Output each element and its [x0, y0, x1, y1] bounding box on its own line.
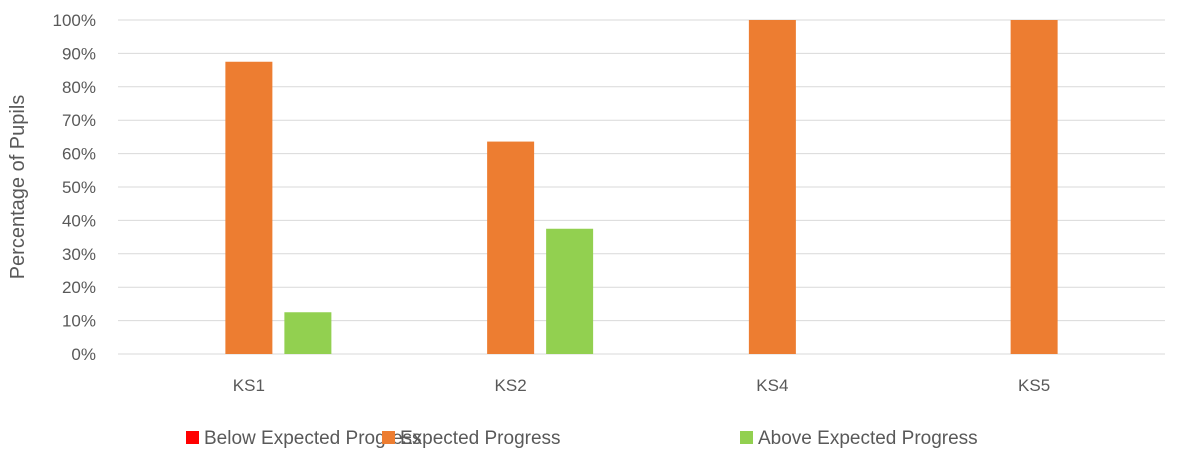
x-category-label: KS2: [495, 376, 527, 395]
y-tick-label: 70%: [62, 111, 96, 130]
bar: [284, 312, 332, 354]
y-tick-label: 60%: [62, 145, 96, 164]
legend-label: Below Expected Progress: [204, 428, 422, 449]
y-tick-label: 20%: [62, 278, 96, 297]
legend-label: Above Expected Progress: [758, 428, 978, 449]
bar: [487, 141, 535, 354]
y-tick-label: 90%: [62, 44, 96, 63]
bar: [546, 228, 594, 354]
legend-swatch: [382, 431, 395, 444]
y-axis-tick-labels: 0% 10% 20% 30% 40% 50% 60% 70% 80% 90% 100%: [53, 11, 96, 364]
y-axis-title: Percentage of Pupils: [7, 95, 29, 280]
y-tick-label: 40%: [62, 211, 96, 230]
y-tick-label: 50%: [62, 178, 96, 197]
y-tick-label: 100%: [53, 11, 96, 30]
bar: [225, 61, 273, 354]
bar: [1010, 20, 1058, 354]
x-category-label: KS1: [233, 376, 265, 395]
bars: [225, 20, 1058, 354]
legend-swatch: [740, 431, 753, 444]
x-axis-category-labels: KS1 KS2 KS4 KS5: [233, 376, 1050, 395]
x-category-label: KS4: [756, 376, 788, 395]
x-category-label: KS5: [1018, 376, 1050, 395]
bar: [748, 20, 796, 354]
y-tick-label: 10%: [62, 312, 96, 331]
legend-label: Expected Progress: [400, 428, 561, 449]
gridlines: [118, 19, 1165, 355]
y-tick-label: 30%: [62, 245, 96, 264]
y-tick-label: 80%: [62, 78, 96, 97]
y-tick-label: 0%: [71, 345, 96, 364]
legend-swatch: [186, 431, 199, 444]
